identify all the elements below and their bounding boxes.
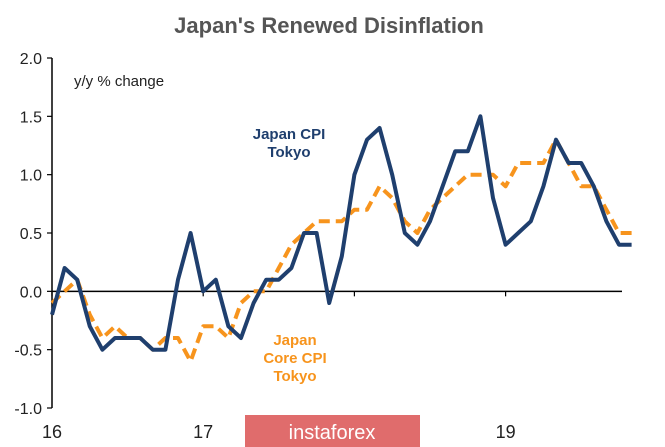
y-tick-label: 1.5 (20, 109, 42, 126)
y-tick-label: 0.0 (20, 284, 42, 301)
x-tick-label: 17 (193, 422, 213, 442)
y-tick-label: 1.0 (20, 168, 42, 185)
y-tick-label: -1.0 (14, 401, 42, 418)
series-label: Japan CPI Tokyo (253, 126, 326, 161)
y-axis-unit-label: y/y % change (74, 73, 164, 90)
series-labels: Japan CPI Tokyo Japan Core CPI Tokyo (253, 126, 327, 385)
series-label: Japan Core CPI Tokyo (263, 332, 326, 385)
y-tick-label: 0.5 (20, 226, 42, 243)
chart-title: Japan's Renewed Disinflation (174, 13, 484, 38)
x-tick-label: 19 (496, 422, 516, 442)
series-line (50, 114, 632, 352)
x-tick-label: 16 (42, 422, 62, 442)
y-axis: 2.0 1.5 1.0 0.5 0.0 -0.5 -1.0 (14, 51, 53, 418)
y-tick-label: 2.0 (20, 51, 42, 68)
watermark: instaforex (245, 415, 420, 447)
y-tick-label: -0.5 (14, 343, 42, 360)
series-lines (50, 114, 632, 364)
watermark-box (245, 415, 420, 447)
watermark-text: instaforex (289, 422, 376, 444)
